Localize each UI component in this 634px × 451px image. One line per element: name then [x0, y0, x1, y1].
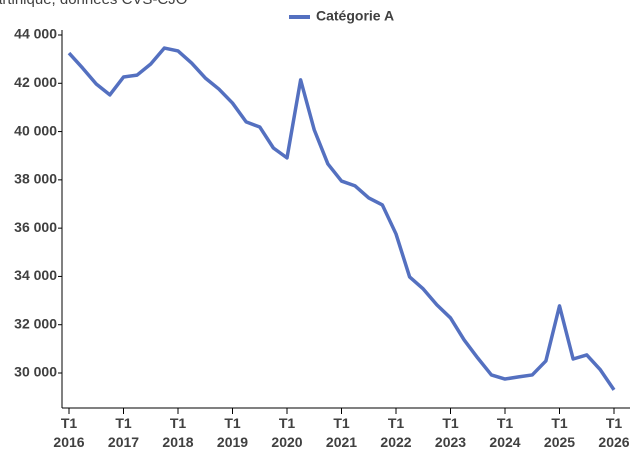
x-tick-label: T1 2018 — [162, 415, 193, 450]
y-tick-label: 32 000 — [14, 315, 57, 331]
x-tick-label: T1 2016 — [53, 415, 84, 450]
x-tick-label: T1 2019 — [217, 415, 248, 450]
x-tick-label: T1 2026 — [598, 415, 629, 450]
y-tick-label: 38 000 — [14, 171, 57, 187]
x-tick-label: T1 2020 — [271, 415, 302, 450]
y-tick-label: 36 000 — [14, 219, 57, 235]
x-tick-label: T1 2024 — [489, 415, 520, 450]
y-tick-label: 30 000 — [14, 364, 57, 380]
x-tick-label: T1 2025 — [544, 415, 575, 450]
x-tick-label: T1 2023 — [435, 415, 466, 450]
x-tick-label: T1 2022 — [380, 415, 411, 450]
y-tick-label: 44 000 — [14, 26, 57, 42]
series-line — [67, 46, 616, 391]
y-tick-label: 34 000 — [14, 267, 57, 283]
x-tick-label: T1 2017 — [108, 415, 139, 450]
x-tick-label: T1 2021 — [326, 415, 357, 450]
legend-label: Catégorie A — [316, 8, 394, 24]
y-tick-label: 40 000 — [14, 122, 57, 138]
chart-subtitle: artinique, données CVS-CJO — [0, 0, 187, 8]
y-tick-label: 42 000 — [14, 74, 57, 90]
